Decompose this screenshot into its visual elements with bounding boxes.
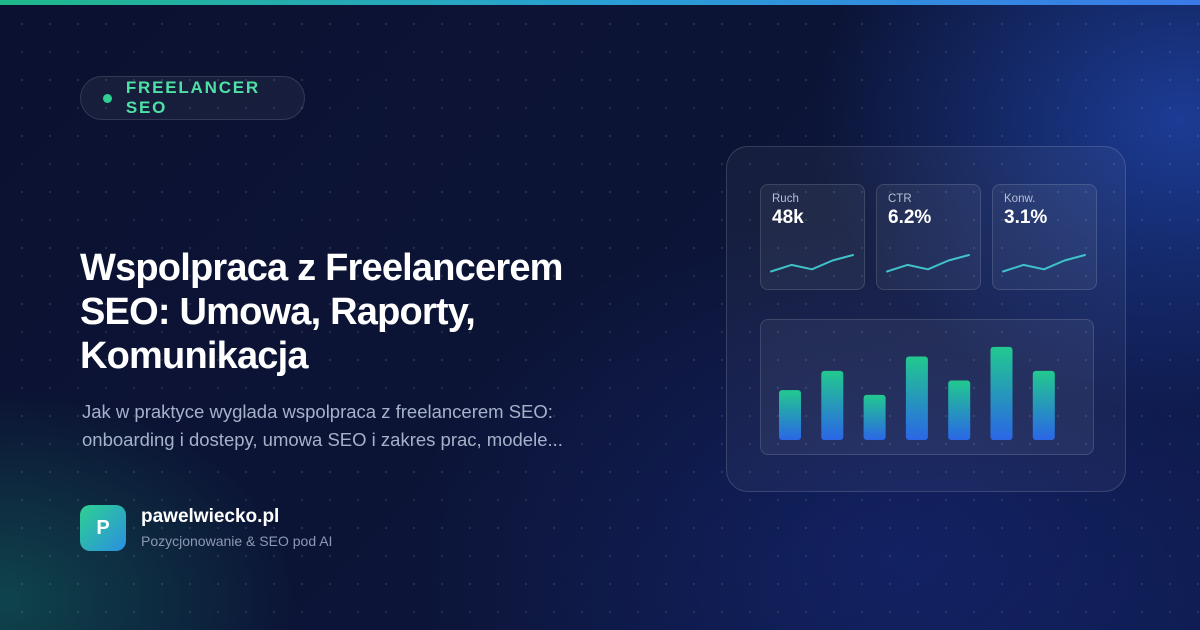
badge-label: FREELANCER SEO <box>125 78 260 117</box>
badge-dot-icon <box>103 93 112 103</box>
sparkline <box>886 254 970 273</box>
kpi-card-konw: Konw. 3.1% <box>992 184 1097 290</box>
sparkline-chart <box>1002 254 1086 273</box>
kpi-card-ruch: Ruch 48k <box>760 184 865 290</box>
kpi-label: Ruch <box>772 193 799 205</box>
kpi-card-ctr: CTR 6.2% <box>876 184 981 290</box>
kpi-value: 48k <box>772 207 804 228</box>
top-accent-bar <box>0 0 1200 5</box>
sparkline <box>770 254 854 273</box>
brand-logo: P <box>80 505 126 551</box>
sparkline-chart <box>886 254 970 273</box>
bar <box>948 380 971 440</box>
brand-tagline: Pozycjonowanie & SEO pod AI <box>141 533 333 549</box>
bar <box>1032 370 1055 440</box>
sparkline <box>1002 254 1086 273</box>
bar-chart-card <box>760 319 1094 455</box>
bar <box>779 390 801 440</box>
article-title: Wspolpraca z Freelancerem SEO: Umowa, Ra… <box>80 247 563 377</box>
brand-name: pawelwiecko.pl <box>141 506 280 527</box>
dashboard-illustration: Ruch 48k CTR 6.2% Konw. 3.1% <box>726 146 1126 492</box>
category-badge: FREELANCER SEO <box>80 76 305 120</box>
kpi-value: 3.1% <box>1004 207 1048 228</box>
bar <box>863 394 886 440</box>
bar <box>990 346 1013 440</box>
bar <box>821 370 844 440</box>
bar-chart <box>779 346 1055 440</box>
brand-block: P pawelwiecko.pl Pozycjonowanie & SEO po… <box>80 505 332 551</box>
kpi-label: Konw. <box>1004 193 1036 205</box>
article-description: Jak w praktyce wyglada wspolpraca z free… <box>82 401 563 450</box>
bar <box>905 356 928 440</box>
sparkline-chart <box>770 254 854 273</box>
kpi-value: 6.2% <box>888 207 932 228</box>
kpi-label: CTR <box>888 193 912 205</box>
